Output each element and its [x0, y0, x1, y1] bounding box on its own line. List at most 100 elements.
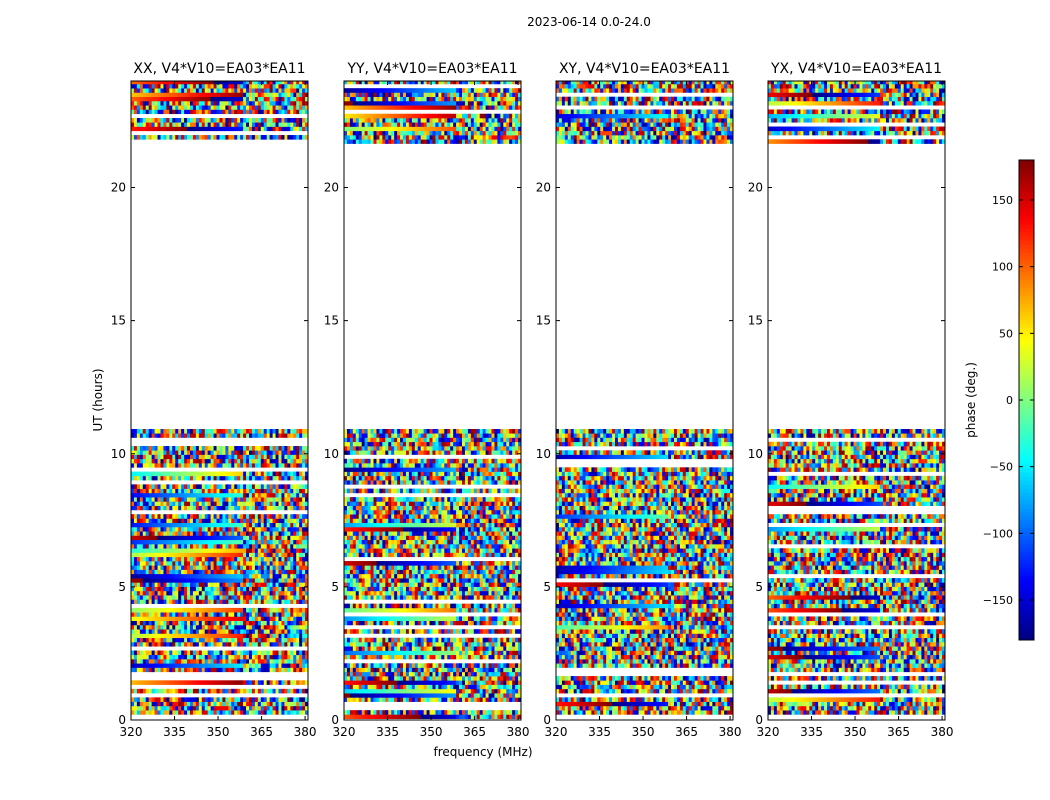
y-tick-label: 20	[536, 181, 551, 195]
heatmap-cells	[768, 81, 946, 715]
colorbar-swatch	[1019, 620, 1034, 625]
colorbar-swatch	[1019, 292, 1034, 297]
colorbar-swatch	[1019, 200, 1034, 205]
colorbar-swatch	[1019, 572, 1034, 577]
colorbar-swatch	[1019, 432, 1034, 437]
colorbar-tick-label: −100	[983, 527, 1013, 540]
colorbar-swatch	[1019, 244, 1034, 249]
panel-title: YX, V4*V10=EA03*EA11	[770, 61, 942, 77]
colorbar-swatch	[1019, 604, 1034, 609]
panels-group: XX, V4*V10=EA03*EA11 320 335 350 365 380 0 5 10 1…	[111, 61, 954, 739]
colorbar-swatch	[1019, 288, 1034, 293]
x-tick-label: 335	[163, 725, 186, 739]
colorbar-swatch	[1019, 624, 1034, 629]
colorbar-swatch	[1019, 512, 1034, 517]
y-tick-label: 0	[543, 713, 551, 727]
y-tick-label: 5	[755, 580, 763, 594]
panel-3: XY, V4*V10=EA03*EA11 320 335 350 365 380 0 5 10 1…	[536, 61, 742, 739]
colorbar-swatch	[1019, 268, 1034, 273]
colorbar-swatch	[1019, 516, 1034, 521]
colorbar-tick-label: 50	[999, 327, 1013, 340]
colorbar-swatch	[1019, 348, 1034, 353]
colorbar-swatch	[1019, 376, 1034, 381]
colorbar-swatch	[1019, 228, 1034, 233]
colorbar-swatch	[1019, 252, 1034, 257]
colorbar-swatch	[1019, 440, 1034, 445]
colorbar-tick-label: −150	[983, 594, 1013, 607]
colorbar-swatch	[1019, 272, 1034, 277]
x-axis-label: frequency (MHz)	[433, 745, 532, 759]
colorbar-swatch	[1019, 344, 1034, 349]
colorbar-swatch	[1019, 584, 1034, 589]
colorbar-swatch	[1019, 444, 1034, 449]
colorbar-swatch	[1019, 544, 1034, 549]
colorbar-swatch	[1019, 428, 1034, 433]
colorbar-swatch	[1019, 232, 1034, 237]
colorbar-label: phase (deg.)	[964, 362, 978, 438]
colorbar-swatch	[1019, 636, 1034, 641]
colorbar-tick-label: 150	[992, 194, 1013, 207]
x-tick-label: 380	[294, 725, 317, 739]
panel-2: YY, V4*V10=EA03*EA11 320 335 350 365 380 0 5 10 1…	[324, 61, 530, 739]
colorbar-swatch	[1019, 548, 1034, 553]
colorbar: 150 100 50 0 −50 −100 −150	[983, 159, 1035, 641]
x-tick-label: 335	[376, 725, 399, 739]
colorbar-swatch	[1019, 576, 1034, 581]
panel-title: XX, V4*V10=EA03*EA11	[133, 61, 305, 77]
colorbar-swatch	[1019, 360, 1034, 365]
y-tick-label: 0	[755, 713, 763, 727]
colorbar-swatch	[1019, 212, 1034, 217]
colorbar-swatch	[1019, 616, 1034, 621]
colorbar-swatch	[1019, 540, 1034, 545]
y-tick-label: 0	[331, 713, 339, 727]
colorbar-swatch	[1019, 196, 1034, 201]
x-tick-label: 335	[588, 725, 611, 739]
colorbar-swatch	[1019, 600, 1034, 605]
colorbar-swatch	[1019, 388, 1034, 393]
y-tick-label: 20	[748, 181, 763, 195]
panel-title: YY, V4*V10=EA03*EA11	[346, 61, 517, 77]
colorbar-swatch	[1019, 608, 1034, 613]
colorbar-swatch	[1019, 408, 1034, 413]
colorbar-swatch	[1019, 296, 1034, 301]
colorbar-swatch	[1019, 284, 1034, 289]
panel-4: YX, V4*V10=EA03*EA11 320 335 350 365 380 0 5 10 1…	[748, 61, 954, 739]
y-tick-label: 5	[543, 580, 551, 594]
colorbar-swatch	[1019, 276, 1034, 281]
colorbar-swatch	[1019, 192, 1034, 197]
colorbar-swatch	[1019, 492, 1034, 497]
colorbar-tick-label: 0	[1006, 394, 1013, 407]
x-tick-label: 365	[250, 725, 273, 739]
panel-frame	[767, 80, 946, 721]
colorbar-swatch	[1019, 164, 1034, 169]
colorbar-swatch	[1019, 204, 1034, 209]
colorbar-swatch	[1019, 264, 1034, 269]
x-tick-label: 350	[632, 725, 655, 739]
colorbar-swatch	[1019, 324, 1034, 329]
colorbar-swatch	[1019, 220, 1034, 225]
colorbar-swatch	[1019, 508, 1034, 513]
colorbar-swatch	[1019, 524, 1034, 529]
colorbar-swatch	[1019, 496, 1034, 501]
colorbar-swatch	[1019, 160, 1034, 165]
colorbar-swatch	[1019, 452, 1034, 457]
colorbar-swatch	[1019, 528, 1034, 533]
y-tick-label: 20	[324, 181, 339, 195]
colorbar-swatch	[1019, 536, 1034, 541]
x-tick-label: 320	[333, 725, 356, 739]
colorbar-swatch	[1019, 460, 1034, 465]
colorbar-swatch	[1019, 468, 1034, 473]
colorbar-swatch	[1019, 500, 1034, 505]
y-tick-label: 0	[118, 713, 126, 727]
colorbar-swatch	[1019, 596, 1034, 601]
colorbar-swatch	[1019, 448, 1034, 453]
colorbar-swatch	[1019, 316, 1034, 321]
colorbar-tick-label: 100	[992, 261, 1013, 274]
colorbar-swatch	[1019, 328, 1034, 333]
colorbar-swatch	[1019, 240, 1034, 245]
colorbar-swatch	[1019, 248, 1034, 253]
colorbar-swatch	[1019, 352, 1034, 357]
x-tick-label: 365	[675, 725, 698, 739]
x-tick-label: 365	[463, 725, 486, 739]
panel-title: XY, V4*V10=EA03*EA11	[559, 61, 730, 77]
